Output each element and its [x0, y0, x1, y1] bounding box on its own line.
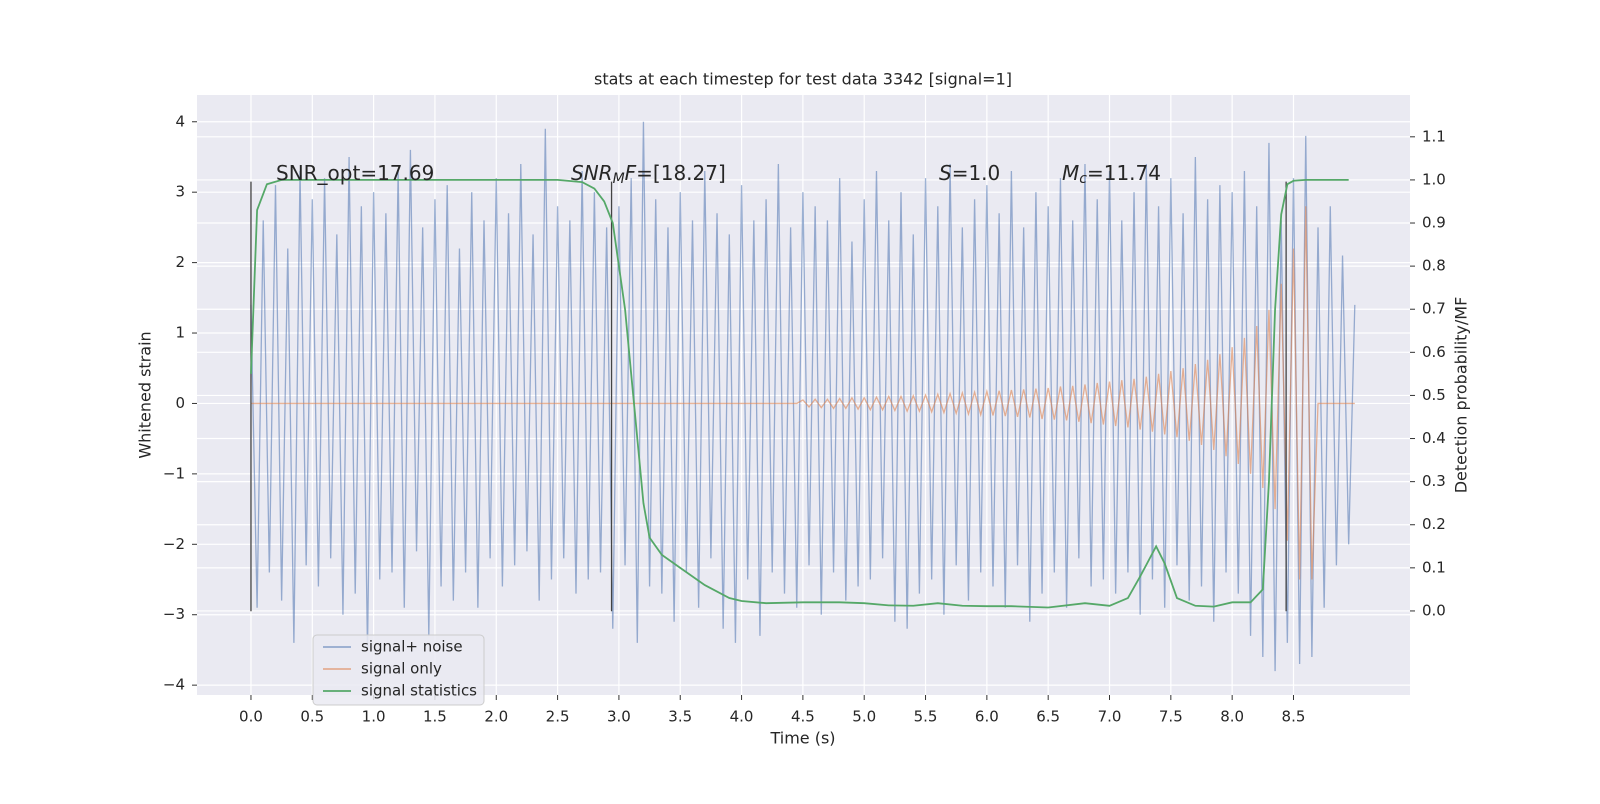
x-tick-label: 8.0	[1220, 708, 1244, 726]
x-tick-label: 2.0	[484, 708, 508, 726]
y-tick-label: 0	[175, 394, 185, 412]
x-tick-label: 8.5	[1282, 708, 1306, 726]
x-tick-label: 5.0	[852, 708, 876, 726]
y-tick-label: −2	[163, 535, 185, 553]
y-tick-label: 4	[175, 112, 185, 130]
annotation: S=1.0	[939, 161, 1000, 185]
legend-label: signal+ noise	[361, 638, 463, 656]
x-tick-label: 0.5	[300, 708, 324, 726]
annotation-part: =[18.27]	[636, 161, 726, 185]
legend-box	[312, 634, 485, 706]
annotation-part: SNR_opt=17.69	[276, 161, 434, 185]
y-tick-label: 1	[175, 324, 185, 342]
series-line	[250, 206, 1355, 580]
annotation: SNRMF=[18.27]	[571, 161, 726, 188]
annotation-part: =1.0	[952, 161, 1001, 185]
y2-tick-label: 0.7	[1422, 300, 1446, 318]
annotation-part: M	[613, 171, 625, 187]
x-tick-label: 6.5	[1036, 708, 1060, 726]
legend-label: signal statistics	[361, 682, 477, 700]
annotation-part: M	[1062, 161, 1079, 185]
x-tick-label: 5.5	[914, 708, 938, 726]
annotation: Mc=11.74	[1062, 161, 1161, 188]
annotation: SNR_opt=17.69	[276, 161, 434, 185]
annotation-part: S	[939, 161, 952, 185]
y2-tick-label: 0.1	[1422, 558, 1446, 576]
x-tick-label: 3.5	[668, 708, 692, 726]
y-tick-label: −1	[163, 464, 185, 482]
y2-tick-label: 0.0	[1422, 601, 1446, 619]
y2-tick-label: 1.0	[1422, 170, 1446, 188]
x-tick-label: 1.0	[362, 708, 386, 726]
y-tick-label: −3	[163, 605, 185, 623]
y2-tick-label: 0.2	[1422, 515, 1446, 533]
x-tick-label: 2.5	[546, 708, 570, 726]
x-tick-label: 0.0	[239, 708, 263, 726]
y-tick-label: 2	[175, 253, 185, 271]
x-tick-label: 3.0	[607, 708, 631, 726]
y2-tick-label: 0.6	[1422, 343, 1446, 361]
annotation-part: c	[1079, 171, 1087, 187]
x-tick-label: 6.0	[975, 708, 999, 726]
x-tick-label: 4.0	[730, 708, 754, 726]
annotation-part: SNR	[571, 161, 613, 185]
y2-tick-label: 0.3	[1422, 472, 1446, 490]
x-tick-label: 4.5	[791, 708, 815, 726]
y2-tick-label: 1.1	[1422, 127, 1446, 145]
y-tick-label: 3	[175, 183, 185, 201]
series-line	[250, 179, 1349, 609]
x-tick-label: 1.5	[423, 708, 447, 726]
y-axis-label: Whitened strain	[136, 331, 155, 458]
x-axis-label: Time (s)	[769, 729, 835, 748]
y-tick-label: −4	[163, 676, 185, 694]
series-line	[250, 121, 1356, 672]
x-tick-label: 7.5	[1159, 708, 1183, 726]
chart-title: stats at each timestep for test data 334…	[594, 70, 1012, 89]
y2-axis-label: Detection probability/MF	[1452, 297, 1471, 494]
annotation-part: F	[625, 161, 637, 185]
y2-tick-label: 0.5	[1422, 386, 1446, 404]
y2-tick-label: 0.8	[1422, 257, 1446, 275]
y2-tick-label: 0.4	[1422, 429, 1446, 447]
y2-tick-label: 0.9	[1422, 214, 1446, 232]
annotation-part: =11.74	[1087, 161, 1161, 185]
legend-label: signal only	[361, 660, 442, 678]
x-tick-label: 7.0	[1098, 708, 1122, 726]
